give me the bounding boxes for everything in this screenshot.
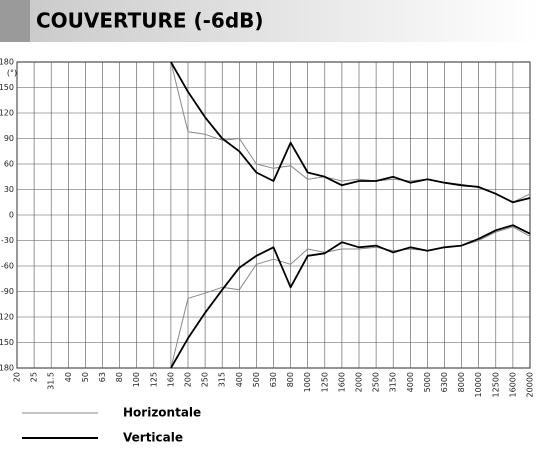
x-tick-label: 31.5 — [47, 372, 56, 390]
x-tick-label: 50 — [81, 372, 90, 382]
x-tick-label: 10000 — [474, 372, 483, 397]
x-tick-label: 8000 — [457, 372, 466, 392]
x-tick-label: 100 — [132, 372, 141, 387]
header-bar — [0, 0, 538, 42]
x-tick-label: 63 — [98, 372, 107, 382]
y-tick-label: 90 — [4, 134, 14, 143]
y-tick-label: -90 — [1, 287, 14, 296]
x-tick-label: 40 — [64, 372, 73, 382]
x-tick-label: 400 — [235, 372, 244, 387]
y-tick-label: 180 — [0, 58, 14, 67]
x-tick-label: 20000 — [526, 372, 535, 397]
x-tick-label: 1250 — [320, 372, 329, 392]
x-tick-label: 6300 — [440, 372, 449, 392]
y-tick-label: -180 — [0, 364, 14, 373]
x-tick-label: 630 — [269, 372, 278, 387]
y-tick-label: 60 — [4, 160, 14, 169]
x-tick-label: 2500 — [372, 372, 381, 392]
x-tick-label: 16000 — [508, 372, 517, 397]
y-tick-label: -30 — [1, 236, 14, 245]
y-tick-label: -60 — [1, 262, 14, 271]
y-tick-label: 150 — [0, 83, 14, 92]
header-block — [0, 0, 30, 42]
y-tick-label: 120 — [0, 109, 14, 118]
x-tick-label: 800 — [286, 372, 295, 387]
series-line — [170, 61, 531, 204]
y-tick-label: -150 — [0, 338, 14, 347]
x-tick-label: 4000 — [406, 372, 415, 392]
x-tick-label: 5000 — [423, 372, 432, 392]
y-tick-label: -120 — [0, 313, 14, 322]
x-tick-label: 125 — [149, 372, 158, 387]
series-line — [170, 61, 531, 203]
series-line — [170, 224, 531, 369]
y-tick-label: 0 — [9, 211, 14, 220]
x-tick-label: 250 — [201, 372, 210, 387]
y-tick-label: 30 — [4, 185, 14, 194]
x-tick-label: 80 — [115, 372, 124, 382]
x-tick-label: 2000 — [355, 372, 364, 392]
x-tick-label: 1000 — [303, 372, 312, 392]
x-tick-label: 20 — [13, 372, 22, 382]
y-unit: (°) — [7, 69, 17, 78]
x-tick-label: 160 — [166, 372, 175, 387]
x-tick-label: 12500 — [491, 372, 500, 397]
chart-title: COUVERTURE (-6dB) — [36, 9, 264, 33]
x-tick-label: 3150 — [389, 372, 398, 392]
x-tick-label: 25 — [30, 372, 39, 382]
x-tick-label: 1600 — [337, 372, 346, 392]
legend-label: Horizontale — [123, 406, 201, 420]
legend-label: Verticale — [123, 431, 183, 445]
x-tick-label: 200 — [184, 372, 193, 387]
x-tick-label: 500 — [252, 372, 261, 387]
series-line — [170, 226, 531, 369]
x-tick-label: 315 — [218, 372, 227, 387]
